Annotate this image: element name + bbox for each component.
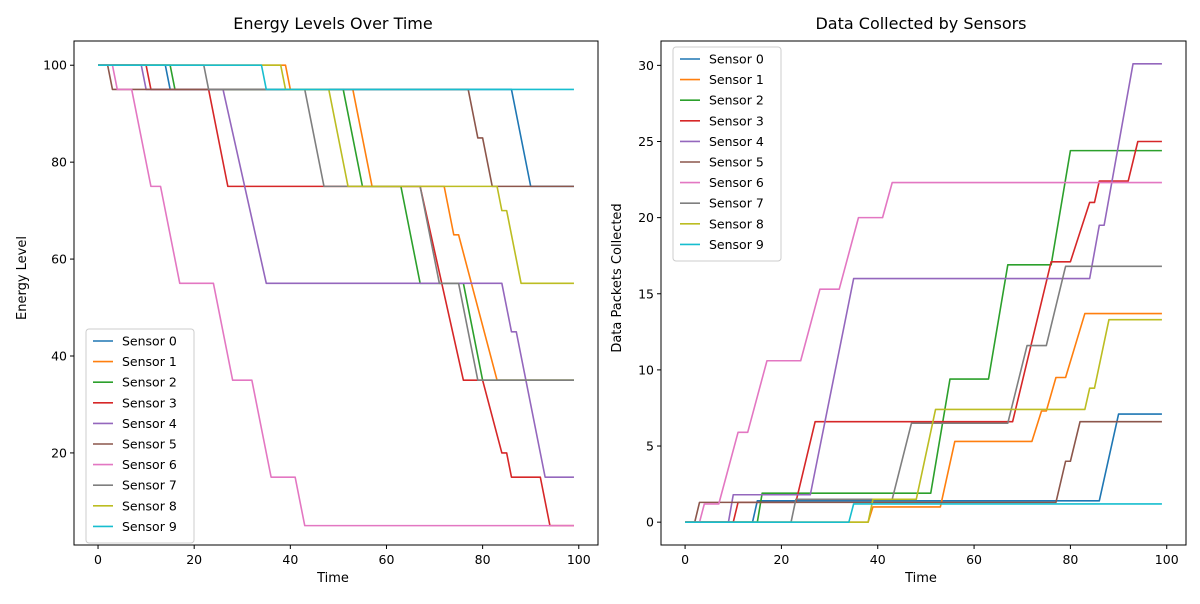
energy-chart: Energy Levels Over Time Time Energy Leve…: [15, 14, 599, 586]
y-tick-label: 20: [638, 210, 654, 225]
y-axis-label: Energy Level: [15, 236, 30, 320]
y-tick-label: 5: [646, 439, 654, 454]
y-tick-label: 100: [43, 58, 67, 73]
y-tick-label: 25: [638, 134, 654, 149]
legend-label: Sensor 9: [709, 237, 764, 252]
x-tick-label: 100: [1155, 552, 1179, 567]
y-tick-label: 10: [638, 362, 654, 377]
x-tick-label: 60: [966, 552, 982, 567]
y-tick-label: 30: [638, 58, 654, 73]
plot-area-frame: [73, 40, 599, 546]
series-line-sensor-4: [98, 64, 574, 478]
y-tick-label: 60: [51, 252, 67, 267]
series-line-sensor-9: [685, 503, 1162, 523]
x-tick-label: 0: [681, 552, 689, 567]
series-line-sensor-8: [685, 318, 1162, 523]
chart-title: Energy Levels Over Time: [233, 14, 432, 33]
x-tick-label: 0: [94, 552, 102, 567]
legend-label: Sensor 6: [709, 175, 764, 190]
legend-label: Sensor 4: [709, 134, 764, 149]
chart-title: Data Collected by Sensors: [815, 14, 1026, 33]
series-line-sensor-7: [685, 265, 1162, 523]
series-line-sensor-5: [98, 64, 574, 188]
series-line-sensor-2: [685, 149, 1162, 523]
x-tick-label: 20: [773, 552, 789, 567]
y-tick-label: 40: [51, 349, 67, 364]
legend-label: Sensor 5: [709, 155, 764, 170]
legend: Sensor 0 Sensor 1 Sensor 2 Sensor 3 Sensor 4…: [85, 328, 195, 544]
y-tick-label: 15: [638, 286, 654, 301]
series-line-sensor-9: [98, 64, 574, 91]
series-line-sensor-5: [685, 420, 1162, 523]
legend-label: Sensor 6: [122, 457, 177, 472]
x-tick-label: 40: [282, 552, 298, 567]
y-tick-label: 80: [51, 155, 67, 170]
legend-label: Sensor 1: [122, 354, 177, 369]
legend-label: Sensor 2: [709, 93, 764, 108]
x-axis-label: Time: [904, 571, 937, 586]
x-tick-label: 20: [186, 552, 202, 567]
data-collected-chart: Data Collected by Sensors Time Data Pack…: [610, 14, 1187, 586]
legend-label: Sensor 1: [709, 72, 764, 87]
legend-label: Sensor 0: [709, 52, 764, 67]
legend-label: Sensor 8: [122, 498, 177, 513]
x-axis-label: Time: [316, 571, 349, 586]
x-tick-label: 80: [475, 552, 491, 567]
legend-label: Sensor 7: [122, 478, 177, 493]
legend-label: Sensor 3: [122, 395, 177, 410]
x-tick-label: 40: [870, 552, 886, 567]
series-line-sensor-6: [98, 64, 574, 527]
y-tick-label: 0: [646, 515, 654, 530]
legend-label: Sensor 0: [122, 334, 177, 349]
x-tick-label: 80: [1062, 552, 1078, 567]
legend-label: Sensor 4: [122, 416, 177, 431]
legend: Sensor 0 Sensor 1 Sensor 2 Sensor 3 Sensor 4…: [672, 46, 782, 262]
x-tick-label: 60: [379, 552, 395, 567]
legend-label: Sensor 3: [709, 113, 764, 128]
legend-label: Sensor 5: [122, 437, 177, 452]
legend-label: Sensor 7: [709, 196, 764, 211]
series-line-sensor-4: [685, 63, 1162, 523]
plot-area-frame: [660, 40, 1187, 546]
legend-label: Sensor 8: [709, 216, 764, 231]
legend-label: Sensor 9: [122, 519, 177, 534]
series-line-sensor-8: [98, 64, 574, 285]
series-line-sensor-6: [685, 181, 1162, 523]
legend-label: Sensor 2: [122, 375, 177, 390]
y-axis-label: Data Packets Collected: [610, 203, 625, 352]
series-line-sensor-1: [685, 312, 1162, 523]
x-tick-label: 100: [567, 552, 591, 567]
y-tick-label: 20: [51, 445, 67, 460]
